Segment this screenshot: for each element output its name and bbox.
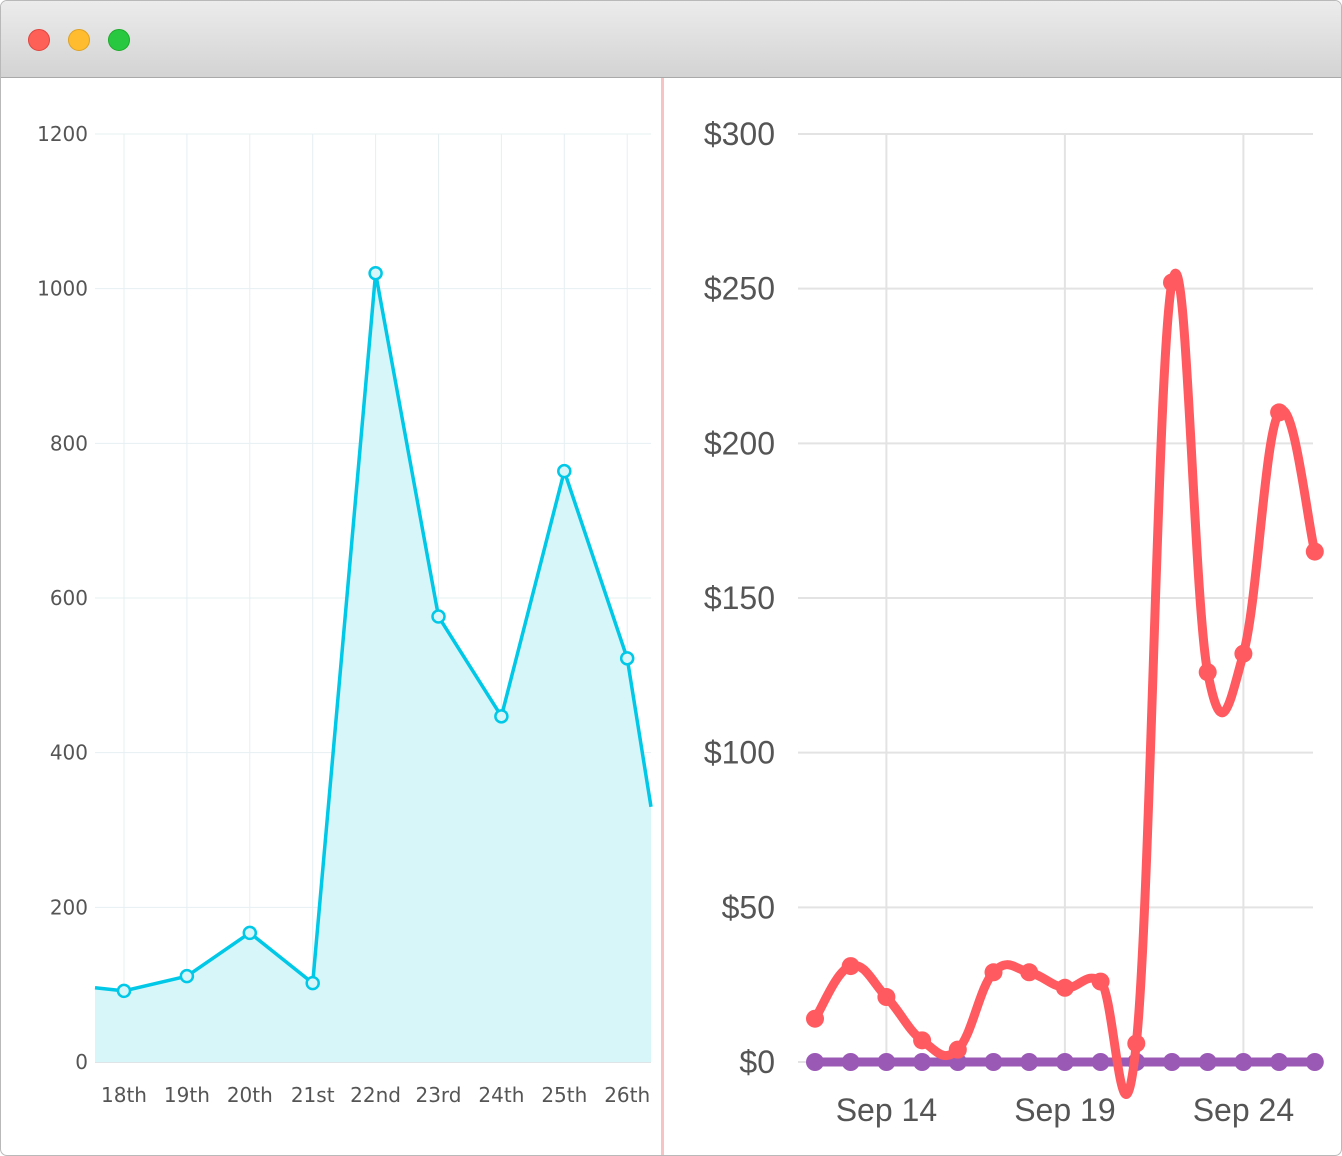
x-tick-label: Sep 14: [836, 1092, 937, 1128]
x-tick-label: 22nd: [350, 1083, 401, 1107]
area-fill: [95, 273, 651, 1062]
data-point: [984, 963, 1003, 982]
data-point: [948, 1040, 967, 1059]
y-tick-label: $0: [739, 1044, 775, 1080]
data-point: [1163, 1053, 1181, 1071]
data-point: [877, 1053, 896, 1071]
data-point: [1163, 273, 1181, 292]
x-tick-label: 24th: [478, 1083, 524, 1107]
data-point: [913, 1031, 932, 1050]
data-point: [1270, 403, 1289, 422]
data-point: [913, 1053, 932, 1071]
x-tick-label: 20th: [227, 1083, 273, 1107]
data-point: [557, 463, 572, 479]
right-line-chart: $0 $50 $100 $150 $200 $250 $300 Sep 14 Sep 19 Sep…: [704, 116, 1324, 1128]
y-tick-label: $200: [704, 425, 775, 461]
data-point: [242, 925, 258, 941]
x-tick-label: 21st: [291, 1083, 335, 1107]
data-point: [1234, 644, 1253, 663]
y-tick-label: $50: [722, 889, 775, 925]
data-point: [431, 609, 446, 624]
data-point: [1055, 1053, 1074, 1071]
x-tick-label: Sep 24: [1193, 1092, 1294, 1128]
x-tick-label: 26th: [604, 1083, 650, 1107]
data-point: [841, 957, 860, 976]
y-tick-label: $150: [704, 580, 775, 616]
data-point: [1091, 972, 1110, 991]
data-point: [1091, 1053, 1110, 1071]
data-point: [1127, 1034, 1146, 1053]
y-tick-label: $250: [704, 271, 775, 307]
data-point: [368, 265, 383, 281]
data-point: [877, 988, 896, 1007]
minimize-button[interactable]: [68, 29, 90, 51]
data-point: [984, 1053, 1003, 1071]
data-point: [806, 1053, 824, 1071]
close-button[interactable]: [28, 29, 50, 51]
y-tick-label: 1000: [37, 277, 88, 301]
data-point: [494, 709, 509, 724]
x-tick-label: 25th: [541, 1083, 587, 1107]
data-point: [179, 968, 195, 984]
x-tick-label: 18th: [101, 1083, 147, 1107]
x-tick-label: 23rd: [415, 1083, 461, 1107]
data-point: [1305, 1053, 1324, 1071]
x-tick-label: Sep 19: [1014, 1092, 1115, 1128]
data-point: [1020, 1053, 1039, 1071]
y-tick-label: 0: [75, 1050, 88, 1074]
y-tick-label: $100: [704, 735, 775, 771]
y-tick-label: $300: [704, 116, 775, 152]
data-point: [1055, 978, 1074, 997]
y-tick-label: 600: [50, 586, 88, 610]
data-point: [1198, 663, 1217, 682]
y-tick-label: 200: [50, 895, 88, 919]
data-point: [841, 1053, 860, 1071]
y-tick-label: 1200: [37, 122, 88, 146]
data-point: [1270, 1053, 1289, 1071]
data-point: [1234, 1053, 1253, 1071]
data-point: [1020, 963, 1039, 982]
title-bar: [1, 1, 1341, 78]
data-point: [305, 975, 320, 991]
y-tick-label: 800: [50, 431, 88, 455]
panel-divider: [661, 78, 664, 1155]
x-tick-label: 19th: [164, 1083, 210, 1107]
data-point: [619, 651, 635, 666]
zoom-button[interactable]: [108, 29, 130, 51]
data-point: [1198, 1053, 1217, 1071]
data-point: [1305, 542, 1324, 561]
left-area-chart: 0 200 400 600 800 1000 1200 18th 19th 20th 21st 22n…: [37, 122, 653, 1107]
data-point: [806, 1009, 824, 1028]
y-tick-label: 400: [50, 741, 88, 765]
data-point: [116, 983, 132, 999]
